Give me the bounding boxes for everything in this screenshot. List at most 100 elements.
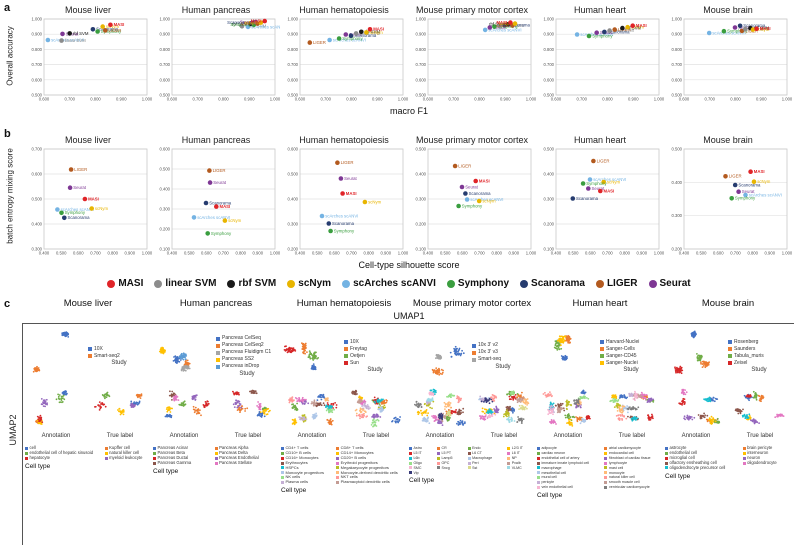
celltype-legend-label: Astro: [413, 446, 422, 450]
svg-text:Symphony: Symphony: [586, 181, 607, 186]
celltype-legend-item: HSPCs: [281, 465, 333, 471]
study-legend-label: 10X: [94, 345, 103, 352]
legend-color-swatch: [604, 486, 608, 490]
umap-dataset-title: Mouse brain: [701, 298, 755, 309]
umap-column-1: Pancreas CelSeq Pancreas CelSeq2 Pancrea…: [152, 326, 280, 499]
truelabel-umap: True label: [90, 386, 150, 444]
celltype-legend-label: Macrophage: [472, 455, 493, 460]
svg-text:0.600: 0.600: [551, 97, 562, 102]
celltype-legend-label: immature innate lymphoid cell: [541, 460, 590, 465]
annotation-caption: Annotation: [553, 433, 583, 439]
study-legend-label: Smart-seq: [478, 356, 502, 363]
celltype-legend-item: Monocyte progenitors: [281, 470, 333, 476]
svg-text:0.600: 0.600: [457, 251, 468, 256]
umap-plot: [414, 388, 466, 426]
svg-text:scNym: scNym: [631, 25, 645, 30]
legend-color-swatch: [665, 461, 668, 465]
celltype-legend-label: Pancreas Acinar: [157, 445, 189, 450]
method-legend-label: rbf SVM: [238, 278, 277, 289]
celltype-legend-item: Pancreas Acinar: [153, 445, 212, 451]
celltype-legend-item: oligodendrocyte: [742, 460, 791, 466]
svg-text:0.700: 0.700: [602, 251, 613, 256]
svg-text:1.000: 1.000: [782, 251, 792, 256]
celltype-legend-label: mast cell: [608, 465, 624, 470]
chart-title: Human pancreas: [181, 135, 251, 145]
celltype-legend-label: endothelial cell of hepatic sinusoid: [29, 449, 94, 455]
celltype-legend-item: vein endothelial cell: [537, 485, 601, 490]
celltype-legend-label: Megakaryocyte progenitors: [340, 464, 389, 470]
svg-text:Seurat: Seurat: [213, 180, 226, 185]
legend-color-swatch: [409, 466, 412, 470]
svg-text:0.800: 0.800: [672, 47, 683, 52]
svg-text:0.200: 0.200: [416, 222, 427, 227]
svg-text:scNym: scNym: [607, 179, 621, 184]
study-legend-label: Sanger-Cells: [606, 345, 635, 352]
svg-text:0.400: 0.400: [295, 251, 306, 256]
celltype-legend-label: astrocyte: [669, 445, 687, 450]
umap-plot: [553, 334, 572, 361]
svg-text:0.800: 0.800: [218, 97, 229, 102]
umap-dataset-title: Human hematopoiesis: [296, 298, 392, 309]
svg-text:LIGER: LIGER: [341, 160, 354, 165]
celltype-legend-label: atrial cardiomyocyte: [608, 446, 641, 450]
study-legend-label: 10x 3' v3: [478, 349, 498, 356]
svg-text:linear SVM: linear SVM: [749, 26, 770, 31]
legend-color-swatch: [537, 451, 540, 455]
truelabel-umap: True label: [218, 386, 278, 444]
legend-color-swatch: [214, 446, 218, 450]
method-color-dot: [342, 279, 351, 288]
legend-color-swatch: [604, 456, 608, 460]
legend-color-swatch: [507, 461, 511, 465]
annotation-truelabel-row: Annotation True label: [410, 386, 534, 444]
study-legend-label: Sun: [350, 359, 359, 366]
study-side: 10X Freytag Oetjen Sun Study: [344, 326, 406, 384]
svg-text:0.500: 0.500: [312, 251, 323, 256]
svg-text:scArches scANVI: scArches scANVI: [593, 177, 626, 182]
panel-a-x-axis-label: macro F1: [389, 106, 428, 116]
celltype-legend-item: cell: [25, 445, 102, 451]
method-legend-label: MASI: [118, 278, 144, 289]
study-legend-label: Sanger-CD45: [606, 352, 637, 359]
study-caption: Study: [111, 360, 127, 367]
svg-text:scNym: scNym: [482, 198, 496, 203]
svg-text:0.600: 0.600: [713, 251, 724, 256]
celltype-legend-item: Pancreas Alpha: [214, 445, 279, 451]
legend-color-swatch: [537, 446, 540, 450]
svg-text:MASI: MASI: [220, 204, 231, 209]
chart-title: Mouse liver: [64, 5, 111, 15]
legend-color-swatch: [537, 466, 540, 470]
svg-text:rbf SVM: rbf SVM: [365, 29, 381, 34]
method-color-dot: [446, 279, 455, 288]
legend-color-swatch: [604, 471, 608, 475]
svg-text:scArches scANVI: scArches scANVI: [712, 30, 745, 35]
svg-text:0.900: 0.900: [116, 97, 127, 102]
celltype-legend-item: Sst: [467, 466, 505, 471]
celltype-block: Astro CR Endo L2/3 IT L5 IT L5 PT L6 CT …: [409, 446, 535, 484]
method-legend-entry: Seurat: [648, 278, 691, 289]
celltype-legend-item: Erythrocytes: [281, 460, 333, 466]
celltype-legend-item: endothelial cell of hepatic sinusoid: [25, 449, 102, 456]
legend-color-swatch: [472, 343, 476, 348]
svg-text:LIGER: LIGER: [74, 167, 87, 172]
svg-text:0.600: 0.600: [544, 77, 555, 82]
svg-text:rbf SVM: rbf SVM: [73, 31, 89, 36]
svg-text:0.600: 0.600: [288, 147, 299, 152]
svg-text:LIGER: LIGER: [213, 168, 226, 173]
legend-color-swatch: [728, 354, 732, 358]
legend-color-swatch: [281, 456, 284, 460]
svg-text:0.700: 0.700: [32, 62, 43, 67]
celltype-legend-label: Pvalb: [511, 460, 521, 465]
umap-dataset-title: Human pancreas: [179, 298, 253, 309]
svg-text:Symphony: Symphony: [592, 33, 613, 38]
legend-color-swatch: [281, 446, 284, 450]
celltype-caption: Cell type: [281, 487, 307, 495]
panel-a-charts: Mouse liver 0.500 0.600 0.700 0.800 0.900 1.0…: [24, 4, 793, 109]
annotation-truelabel-row: Annotation True label: [154, 386, 278, 444]
celltype-legend-item: SMC: [409, 466, 434, 471]
svg-text:1.000: 1.000: [398, 97, 408, 102]
svg-text:1.000: 1.000: [526, 97, 536, 102]
chart-title: Human heart: [573, 5, 627, 15]
truelabel-caption: True label: [618, 433, 646, 439]
